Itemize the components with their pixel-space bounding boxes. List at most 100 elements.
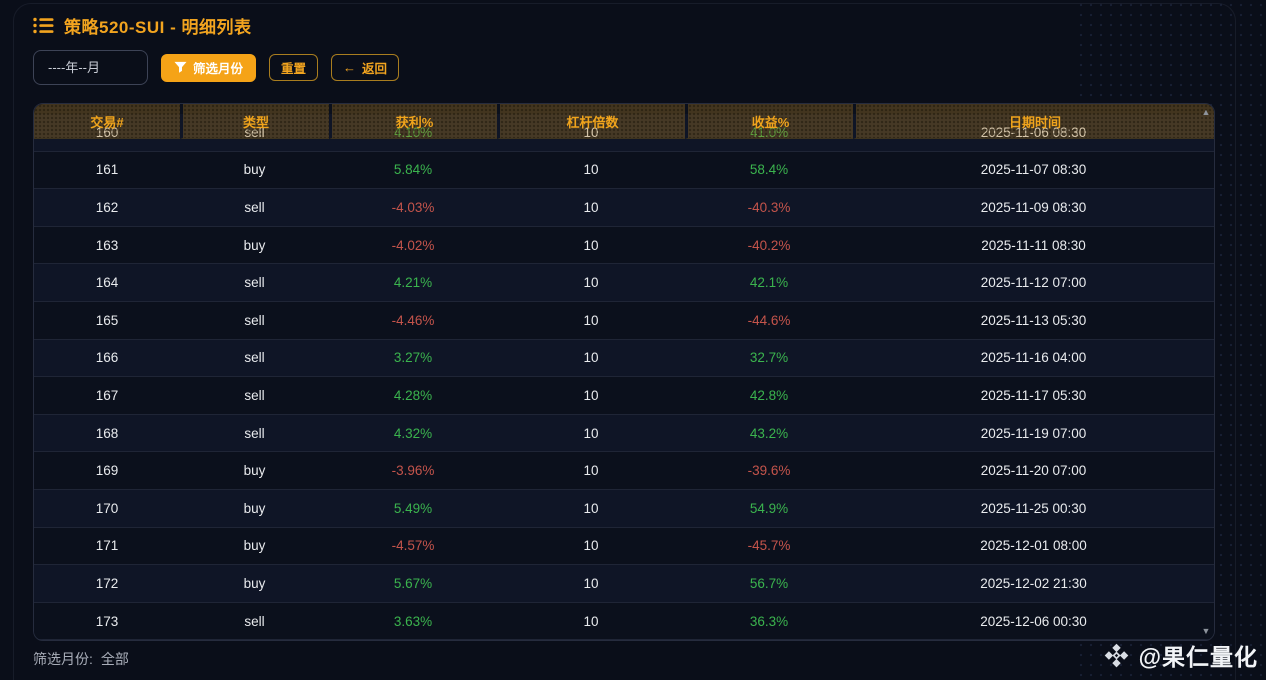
watermark-text: @果仁量化 — [1138, 644, 1258, 670]
cell-return: -40.2% — [685, 227, 853, 265]
cell-return: 42.1% — [685, 264, 853, 302]
cell-return: -40.3% — [685, 189, 853, 227]
reset-label: 重置 — [281, 62, 307, 76]
cell-trade-id: 160 — [34, 114, 180, 152]
cell-type: sell — [180, 264, 329, 302]
cell-leverage: 10 — [497, 340, 685, 378]
cell-return: 56.7% — [685, 565, 853, 603]
brand-diamond-icon — [1103, 642, 1130, 669]
cell-return: 54.9% — [685, 490, 853, 528]
table-row: 173 sell 3.63% 10 36.3% 2025-12-06 00:30 — [34, 602, 1214, 640]
footer-filter-status: 筛选月份: 全部 — [33, 649, 129, 669]
back-arrow-icon: ← — [343, 60, 357, 75]
cell-profit: 4.21% — [329, 264, 497, 302]
cell-trade-id: 171 — [34, 528, 180, 566]
cell-datetime: 2025-11-17 05:30 — [853, 377, 1214, 415]
cell-profit: -4.46% — [329, 302, 497, 340]
table-row: 162 sell -4.03% 10 -40.3% 2025-11-09 08:30 — [34, 189, 1214, 227]
table-row: 163 buy -4.02% 10 -40.2% 2025-11-11 08:30 — [34, 226, 1214, 265]
cell-return: 42.8% — [685, 377, 853, 415]
cell-return: -45.7% — [685, 528, 853, 566]
toolbar: 筛选月份 重置 ← 返回 — [33, 50, 1266, 85]
cell-datetime: 2025-11-25 00:30 — [853, 490, 1214, 528]
cell-leverage: 10 — [497, 152, 685, 190]
cell-leverage: 10 — [497, 264, 685, 302]
cell-datetime: 2025-11-06 08:30 — [853, 114, 1214, 152]
cell-type: buy — [180, 227, 329, 265]
cell-leverage: 10 — [497, 189, 685, 227]
cell-datetime: 2025-12-06 00:30 — [853, 603, 1214, 640]
cell-profit: 5.49% — [329, 490, 497, 528]
table-row: 172 buy 5.67% 10 56.7% 2025-12-02 21:30 — [34, 565, 1214, 603]
cell-leverage: 10 — [497, 227, 685, 265]
cell-profit: 4.28% — [329, 377, 497, 415]
watermark: @果仁量化 — [1103, 638, 1258, 672]
table-row: 170 buy 5.49% 10 54.9% 2025-11-25 00:30 — [34, 489, 1214, 528]
cell-type: buy — [180, 490, 329, 528]
cell-trade-id: 161 — [34, 152, 180, 190]
cell-type: buy — [180, 452, 329, 490]
cell-profit: 3.27% — [329, 340, 497, 378]
list-icon — [33, 17, 54, 34]
back-label: 返回 — [362, 62, 388, 76]
cell-leverage: 10 — [497, 565, 685, 603]
cell-type: sell — [180, 603, 329, 640]
cell-profit: 3.63% — [329, 603, 497, 640]
cell-profit: -3.96% — [329, 452, 497, 490]
footer-filter-label: 筛选月份: — [33, 651, 93, 667]
cell-return: 43.2% — [685, 415, 853, 453]
cell-leverage: 10 — [497, 603, 685, 640]
cell-datetime: 2025-12-02 21:30 — [853, 565, 1214, 603]
table-row: 161 buy 5.84% 10 58.4% 2025-11-07 08:30 — [34, 151, 1214, 190]
table-row: 169 buy -3.96% 10 -39.6% 2025-11-20 07:00 — [34, 452, 1214, 490]
cell-trade-id: 162 — [34, 189, 180, 227]
cell-type: sell — [180, 302, 329, 340]
cell-trade-id: 166 — [34, 340, 180, 378]
cell-leverage: 10 — [497, 452, 685, 490]
back-button[interactable]: ← 返回 — [331, 54, 400, 81]
column-header-1: 类型 — [180, 104, 329, 139]
cell-trade-id: 163 — [34, 227, 180, 265]
table-row: 165 sell -4.46% 10 -44.6% 2025-11-13 05:30 — [34, 301, 1214, 340]
table-row: 168 sell 4.32% 10 43.2% 2025-11-19 07:00 — [34, 414, 1214, 453]
cell-datetime: 2025-11-19 07:00 — [853, 415, 1214, 453]
cell-datetime: 2025-11-07 08:30 — [853, 152, 1214, 190]
table-row: 171 buy -4.57% 10 -45.7% 2025-12-01 08:00 — [34, 527, 1214, 566]
cell-type: buy — [180, 528, 329, 566]
column-header-0: 交易# — [34, 104, 180, 139]
cell-trade-id: 168 — [34, 415, 180, 453]
page-title: 策略520-SUI - 明细列表 — [64, 18, 252, 37]
cell-type: sell — [180, 377, 329, 415]
scrolled-out-rows-spacer — [34, 104, 1214, 114]
filter-funnel-icon — [174, 61, 187, 74]
cell-return: 36.3% — [685, 603, 853, 640]
cell-leverage: 10 — [497, 302, 685, 340]
cell-profit: -4.02% — [329, 227, 497, 265]
table-row: 160sell4.10%1041.0%2025-11-06 08:30 — [34, 114, 1214, 152]
cell-type: sell — [180, 415, 329, 453]
column-header-4: 收益% — [685, 104, 853, 139]
table-body: 160sell4.10%1041.0%2025-11-06 08:30161bu… — [34, 104, 1214, 640]
cell-return: 58.4% — [685, 152, 853, 190]
cell-datetime: 2025-12-01 08:00 — [853, 528, 1214, 566]
page-header: 策略520-SUI - 明细列表 — [0, 0, 1266, 38]
cell-return: -44.6% — [685, 302, 853, 340]
cell-trade-id: 172 — [34, 565, 180, 603]
cell-type: sell — [180, 114, 329, 152]
cell-profit: 4.10% — [329, 114, 497, 152]
footer-filter-value: 全部 — [100, 651, 129, 667]
cell-datetime: 2025-11-09 08:30 — [853, 189, 1214, 227]
column-header-3: 杠杆倍数 — [497, 104, 685, 139]
filter-month-button[interactable]: 筛选月份 — [161, 53, 257, 82]
cell-datetime: 2025-11-11 08:30 — [853, 227, 1214, 265]
cell-profit: -4.03% — [329, 189, 497, 227]
column-header-2: 获利% — [329, 104, 497, 139]
cell-trade-id: 167 — [34, 377, 180, 415]
month-filter-input[interactable] — [33, 50, 148, 85]
cell-leverage: 10 — [497, 528, 685, 566]
cell-datetime: 2025-11-12 07:00 — [853, 264, 1214, 302]
reset-button[interactable]: 重置 — [269, 54, 319, 81]
cell-trade-id: 165 — [34, 302, 180, 340]
